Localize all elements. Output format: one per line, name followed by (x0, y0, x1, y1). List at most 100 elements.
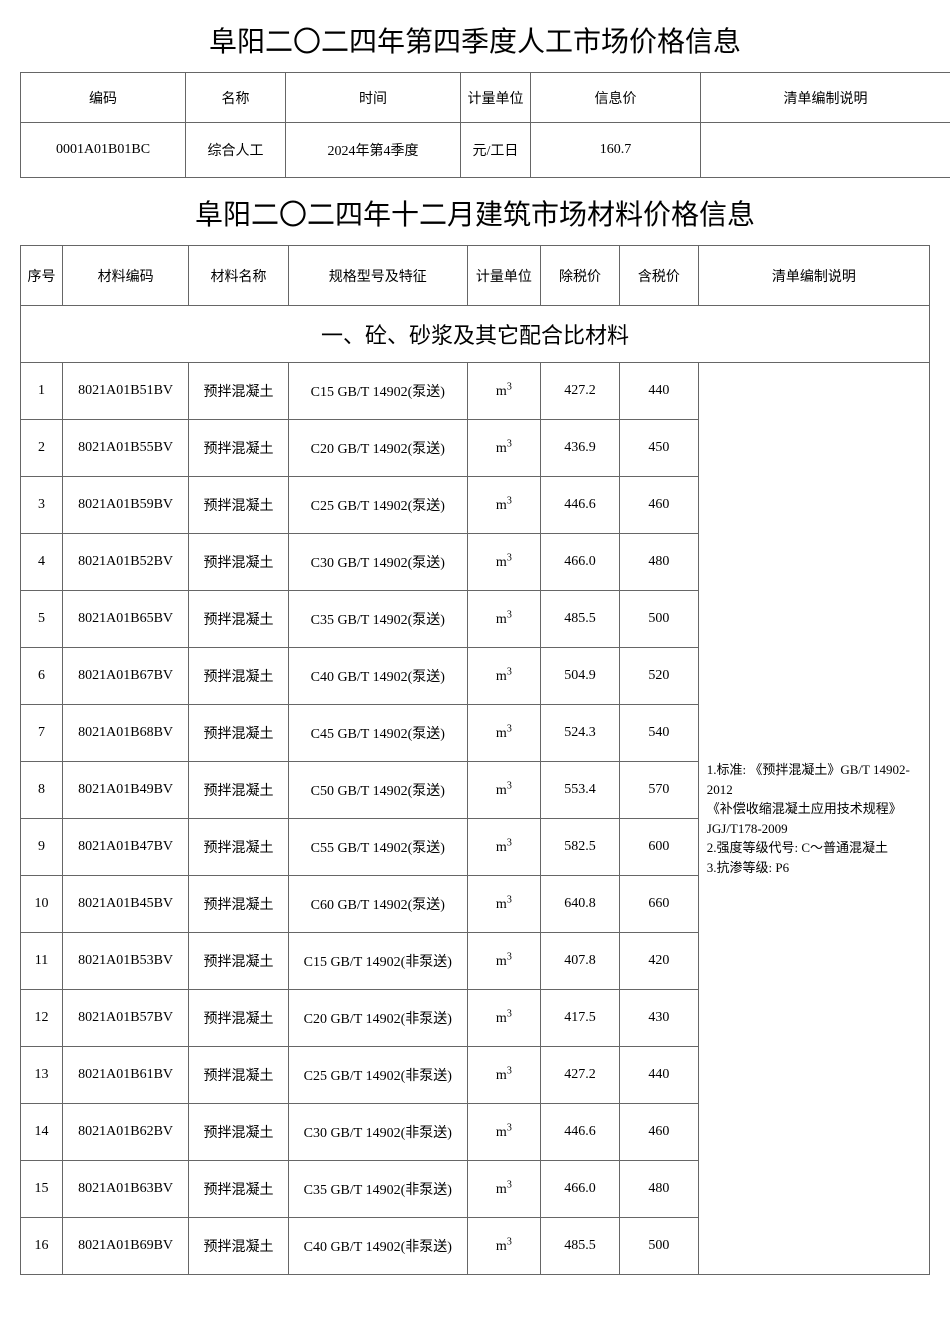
cell-spec: C15 GB/T 14902(泵送) (288, 363, 467, 420)
cell-spec: C60 GB/T 14902(泵送) (288, 876, 467, 933)
cell-p2: 500 (619, 1218, 698, 1275)
cell-p1: 427.2 (541, 1047, 620, 1104)
cell-idx: 3 (21, 477, 63, 534)
cell-code: 8021A01B53BV (63, 933, 189, 990)
material-header-note: 清单编制说明 (698, 246, 929, 306)
cell-p2: 460 (619, 477, 698, 534)
section-header-row: 一、砼、砂浆及其它配合比材料 (21, 306, 930, 363)
cell-name: 预拌混凝土 (189, 648, 289, 705)
cell-spec: C50 GB/T 14902(泵送) (288, 762, 467, 819)
labor-data-row: 0001A01B01BC 综合人工 2024年第4季度 元/工日 160.7 (21, 123, 950, 178)
cell-p1: 466.0 (541, 534, 620, 591)
cell-spec: C40 GB/T 14902(非泵送) (288, 1218, 467, 1275)
cell-spec: C30 GB/T 14902(非泵送) (288, 1104, 467, 1161)
cell-name: 预拌混凝土 (189, 1047, 289, 1104)
labor-header-name: 名称 (186, 73, 286, 123)
cell-code: 8021A01B69BV (63, 1218, 189, 1275)
cell-name: 预拌混凝土 (189, 534, 289, 591)
cell-p1: 524.3 (541, 705, 620, 762)
cell-idx: 9 (21, 819, 63, 876)
cell-unit: m3 (467, 933, 541, 990)
cell-name: 预拌混凝土 (189, 705, 289, 762)
cell-spec: C30 GB/T 14902(泵送) (288, 534, 467, 591)
cell-unit: m3 (467, 363, 541, 420)
cell-spec: C55 GB/T 14902(泵送) (288, 819, 467, 876)
cell-unit: m3 (467, 1218, 541, 1275)
material-table: 序号 材料编码 材料名称 规格型号及特征 计量单位 除税价 含税价 清单编制说明… (20, 245, 930, 1275)
cell-code: 8021A01B52BV (63, 534, 189, 591)
labor-header-note: 清单编制说明 (701, 73, 950, 123)
labor-header-time: 时间 (286, 73, 461, 123)
cell-spec: C15 GB/T 14902(非泵送) (288, 933, 467, 990)
cell-p1: 485.5 (541, 591, 620, 648)
cell-name: 预拌混凝土 (189, 420, 289, 477)
cell-p2: 520 (619, 648, 698, 705)
section-header: 一、砼、砂浆及其它配合比材料 (21, 306, 930, 363)
cell-unit: m3 (467, 762, 541, 819)
cell-p2: 600 (619, 819, 698, 876)
material-header-price2: 含税价 (619, 246, 698, 306)
cell-p1: 446.6 (541, 477, 620, 534)
cell-unit: m3 (467, 534, 541, 591)
labor-cell-time: 2024年第4季度 (286, 123, 461, 178)
cell-code: 8021A01B49BV (63, 762, 189, 819)
cell-p1: 417.5 (541, 990, 620, 1047)
cell-unit: m3 (467, 876, 541, 933)
cell-name: 预拌混凝土 (189, 1218, 289, 1275)
cell-idx: 14 (21, 1104, 63, 1161)
cell-idx: 15 (21, 1161, 63, 1218)
cell-name: 预拌混凝土 (189, 1104, 289, 1161)
cell-p1: 553.4 (541, 762, 620, 819)
labor-table: 编码 名称 时间 计量单位 信息价 清单编制说明 0001A01B01BC 综合… (20, 72, 950, 178)
cell-name: 预拌混凝土 (189, 1161, 289, 1218)
cell-p2: 500 (619, 591, 698, 648)
cell-p1: 466.0 (541, 1161, 620, 1218)
cell-unit: m3 (467, 477, 541, 534)
cell-code: 8021A01B65BV (63, 591, 189, 648)
cell-p1: 640.8 (541, 876, 620, 933)
cell-p2: 480 (619, 534, 698, 591)
labor-header-unit: 计量单位 (461, 73, 531, 123)
cell-code: 8021A01B57BV (63, 990, 189, 1047)
cell-idx: 5 (21, 591, 63, 648)
cell-spec: C40 GB/T 14902(泵送) (288, 648, 467, 705)
cell-code: 8021A01B59BV (63, 477, 189, 534)
labor-cell-name: 综合人工 (186, 123, 286, 178)
cell-name: 预拌混凝土 (189, 363, 289, 420)
cell-p1: 436.9 (541, 420, 620, 477)
labor-cell-unit: 元/工日 (461, 123, 531, 178)
cell-p2: 660 (619, 876, 698, 933)
labor-header-code: 编码 (21, 73, 186, 123)
cell-spec: C20 GB/T 14902(泵送) (288, 420, 467, 477)
cell-p2: 450 (619, 420, 698, 477)
cell-unit: m3 (467, 1104, 541, 1161)
cell-code: 8021A01B55BV (63, 420, 189, 477)
cell-p1: 446.6 (541, 1104, 620, 1161)
cell-spec: C35 GB/T 14902(非泵送) (288, 1161, 467, 1218)
cell-name: 预拌混凝土 (189, 762, 289, 819)
cell-code: 8021A01B51BV (63, 363, 189, 420)
cell-code: 8021A01B68BV (63, 705, 189, 762)
material-header-idx: 序号 (21, 246, 63, 306)
material-header-name: 材料名称 (189, 246, 289, 306)
labor-cell-note (701, 123, 950, 178)
cell-code: 8021A01B62BV (63, 1104, 189, 1161)
cell-p2: 420 (619, 933, 698, 990)
cell-idx: 16 (21, 1218, 63, 1275)
cell-spec: C25 GB/T 14902(泵送) (288, 477, 467, 534)
table-row: 18021A01B51BV预拌混凝土C15 GB/T 14902(泵送)m342… (21, 363, 930, 420)
cell-unit: m3 (467, 591, 541, 648)
cell-code: 8021A01B67BV (63, 648, 189, 705)
material-header-unit: 计量单位 (467, 246, 541, 306)
cell-unit: m3 (467, 990, 541, 1047)
labor-cell-code: 0001A01B01BC (21, 123, 186, 178)
cell-p2: 440 (619, 1047, 698, 1104)
labor-cell-price: 160.7 (531, 123, 701, 178)
note-cell: 1.标准: 《预拌混凝土》GB/T 14902-2012 《补偿收缩混凝土应用技… (698, 363, 929, 1275)
cell-idx: 12 (21, 990, 63, 1047)
cell-name: 预拌混凝土 (189, 990, 289, 1047)
cell-idx: 1 (21, 363, 63, 420)
cell-unit: m3 (467, 1161, 541, 1218)
cell-idx: 10 (21, 876, 63, 933)
labor-title: 阜阳二〇二四年第四季度人工市场价格信息 (20, 20, 930, 60)
